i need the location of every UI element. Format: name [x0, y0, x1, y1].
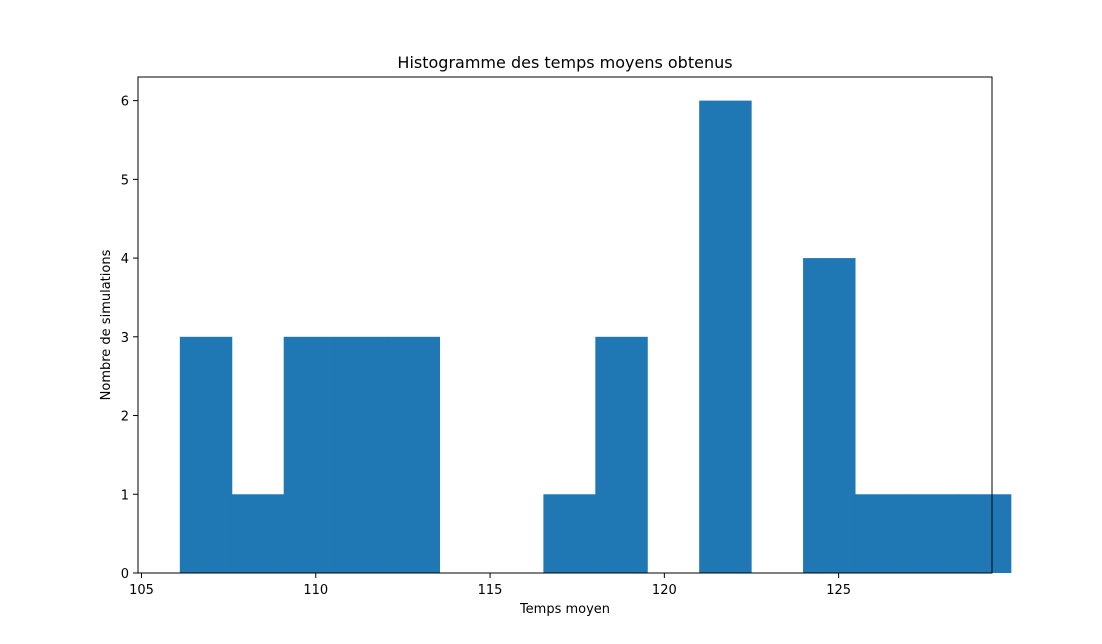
y-tick-label: 6 [121, 95, 129, 110]
histogram-bar [958, 494, 1012, 573]
histogram-bar [335, 336, 389, 573]
histogram-bar [179, 336, 233, 573]
chart-title: Histogramme des temps moyens obtenus [397, 53, 732, 72]
x-tick-label: 115 [478, 583, 503, 598]
histogram-bar [543, 494, 596, 573]
axes-frame [137, 76, 993, 574]
histogram-bar [283, 336, 337, 573]
y-tick-label: 1 [121, 488, 129, 503]
x-tick-label: 125 [826, 583, 851, 598]
x-tick-label: 105 [129, 583, 154, 598]
y-tick-label: 0 [121, 567, 129, 582]
y-tick-label: 5 [121, 173, 129, 188]
y-tick-label: 3 [121, 331, 129, 346]
histogram-bar [231, 494, 285, 573]
histogram-bar [387, 336, 441, 573]
x-axis-label: Temps moyen [519, 602, 610, 617]
histogram-bar [699, 100, 752, 573]
histogram-bar [906, 494, 960, 573]
x-tick-label: 120 [652, 583, 677, 598]
x-tick-label: 110 [303, 583, 328, 598]
histogram-bars [179, 100, 1012, 573]
y-axis-ticks: 0 1 2 3 4 5 6 [121, 95, 138, 582]
histogram-bar [855, 494, 908, 573]
y-axis-label: Nombre de simulations [99, 249, 114, 400]
histogram-bar [595, 336, 648, 573]
y-tick-label: 2 [121, 410, 129, 425]
y-tick-label: 4 [121, 252, 129, 267]
histogram-bar [803, 258, 856, 573]
x-axis-ticks: 105 110 115 120 125 [129, 573, 851, 598]
